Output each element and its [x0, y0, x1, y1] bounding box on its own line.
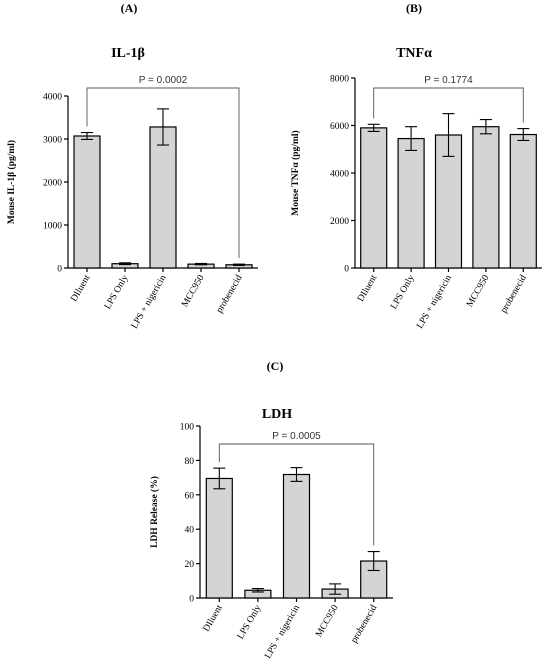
y-axis-label: Mouse IL-1β (pg/ml): [6, 140, 17, 224]
y-tick-label: 0: [189, 595, 194, 605]
panel-letter: (C): [267, 359, 284, 373]
bar-0: [205, 477, 233, 599]
chart-title: TNFα: [396, 46, 432, 61]
y-tick-label: 4000: [330, 170, 349, 180]
y-tick-label: 0: [344, 265, 349, 275]
bar-3: [472, 126, 500, 269]
category-label-1: LPS Only: [236, 603, 264, 641]
chart-panel-2: (C) LDH LDH Release (%) 0 20 40 60 80 100 DIluent…: [149, 359, 393, 661]
p-value-label: P = 0.1774: [424, 75, 473, 86]
y-tick-label: 40: [185, 526, 195, 536]
y-tick-label: 3000: [43, 136, 62, 146]
p-value-label: P = 0.0002: [139, 75, 188, 86]
y-tick-label: 80: [185, 457, 195, 467]
category-label-0: DIluent: [69, 273, 92, 303]
bar-0: [360, 127, 388, 269]
category-label-1: LPS Only: [103, 273, 131, 311]
y-axis-label: Mouse TNFα (pg/ml): [290, 130, 301, 215]
significance-bracket: [218, 443, 375, 546]
bar-0: [73, 135, 101, 269]
p-value-label: P = 0.0005: [272, 431, 321, 442]
bar-1: [397, 137, 425, 269]
category-label-2: LPS + nigericin: [130, 273, 169, 330]
panel-letter: (A): [121, 1, 138, 15]
bar-4: [360, 560, 388, 599]
panel-letter: (B): [406, 1, 422, 15]
y-axis-label: LDH Release (%): [149, 476, 160, 548]
category-label-2: LPS + nigericin: [415, 273, 454, 330]
category-label-4: probenecid: [350, 603, 380, 645]
chart-panel-1: (B) TNFα Mouse TNFα (pg/ml) 0 2000 4000 6000 80…: [290, 1, 542, 331]
category-label-3: MCC950: [465, 273, 491, 309]
y-tick-label: 2000: [330, 217, 349, 227]
y-tick-label: 6000: [330, 122, 349, 132]
category-label-1: LPS Only: [389, 273, 417, 311]
chart-panel-0: (A) IL-1β Mouse IL-1β (pg/ml) 0 1000 2000 3000…: [6, 1, 258, 331]
significance-bracket: [86, 87, 240, 259]
y-tick-label: 100: [180, 423, 195, 433]
chart-title: IL-1β: [111, 46, 145, 61]
chart-title: LDH: [262, 407, 292, 422]
y-tick-label: 8000: [330, 75, 349, 85]
category-label-0: DIluent: [202, 603, 225, 633]
y-tick-label: 60: [185, 491, 195, 501]
y-tick-label: 4000: [43, 93, 62, 103]
bar-2: [149, 126, 177, 269]
category-label-4: probenecid: [499, 273, 529, 315]
y-tick-label: 2000: [43, 179, 62, 189]
significance-bracket: [373, 87, 524, 123]
category-label-4: probenecid: [215, 273, 245, 315]
y-tick-label: 20: [185, 560, 195, 570]
y-tick-label: 0: [57, 265, 62, 275]
category-label-3: MCC950: [314, 603, 340, 639]
category-label-3: MCC950: [180, 273, 206, 309]
bar-2: [282, 473, 311, 599]
bar-4: [509, 133, 537, 269]
category-label-0: DIluent: [356, 273, 379, 303]
y-tick-label: 1000: [43, 222, 62, 232]
category-label-2: LPS + nigericin: [263, 603, 302, 660]
